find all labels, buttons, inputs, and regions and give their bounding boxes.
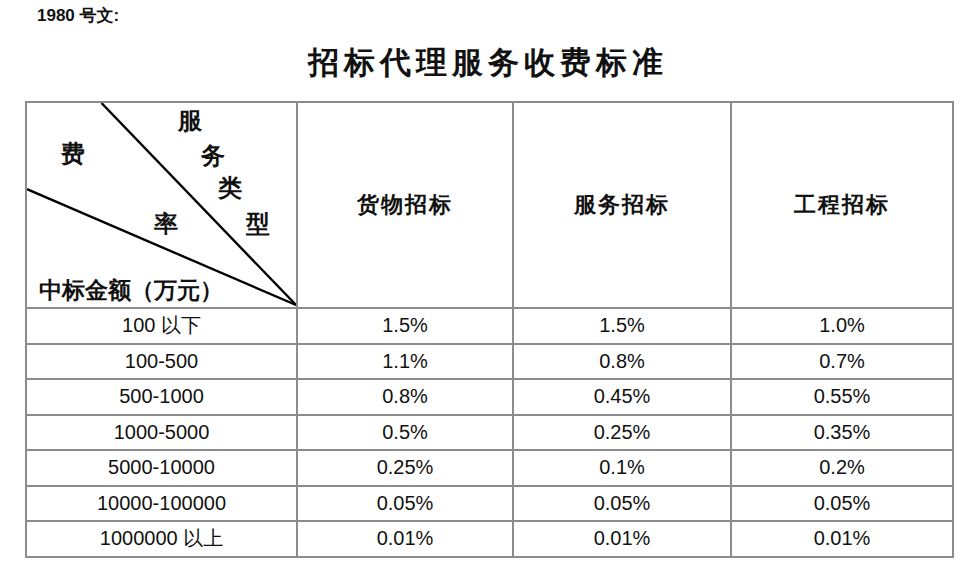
corner-fee-rate-char: 费 [61,142,85,166]
rate-cell: 0.05% [731,486,953,522]
rate-cell: 1.5% [297,308,513,344]
row-label: 10000-100000 [26,486,297,522]
rate-cell: 0.35% [731,415,953,451]
rate-cell: 0.01% [731,521,953,557]
row-label: 1000-5000 [26,415,297,451]
corner-header-cell: 服 务 类 型 费 率 中标金额（万元） [26,102,297,308]
fee-table-body: 100 以下 1.5% 1.5% 1.0% 100-500 1.1% 0.8% … [26,308,953,557]
rate-cell: 1.5% [513,308,731,344]
column-header-goods: 货物招标 [297,102,513,308]
table-row: 1000000 以上 0.01% 0.01% 0.01% [26,521,953,557]
rate-cell: 0.01% [297,521,513,557]
page-title: 招标代理服务收费标准 [0,42,976,84]
rate-cell: 0.45% [513,379,731,415]
table-row: 100 以下 1.5% 1.5% 1.0% [26,308,953,344]
rate-cell: 0.7% [731,344,953,380]
rate-cell: 0.25% [513,415,731,451]
diagonal-divider-lines [27,103,296,307]
rate-cell: 0.1% [513,450,731,486]
table-row: 10000-100000 0.05% 0.05% 0.05% [26,486,953,522]
rate-cell: 0.25% [297,450,513,486]
row-label: 500-1000 [26,379,297,415]
rate-cell: 1.1% [297,344,513,380]
corner-fee-rate-char: 率 [154,212,178,236]
rate-cell: 0.05% [297,486,513,522]
rate-cell: 0.8% [513,344,731,380]
rate-cell: 0.2% [731,450,953,486]
rate-cell: 1.0% [731,308,953,344]
fee-table: 服 务 类 型 费 率 中标金额（万元） 货物招标 服务招标 工程招标 100 … [25,101,954,558]
corner-amount-label: 中标金额（万元） [39,278,223,304]
table-row: 1000-5000 0.5% 0.25% 0.35% [26,415,953,451]
table-row: 5000-10000 0.25% 0.1% 0.2% [26,450,953,486]
corner-service-type-char: 类 [218,176,242,200]
row-label: 100 以下 [26,308,297,344]
rate-cell: 0.5% [297,415,513,451]
row-label: 5000-10000 [26,450,297,486]
column-header-services: 服务招标 [513,102,731,308]
table-row: 100-500 1.1% 0.8% 0.7% [26,344,953,380]
column-header-engineering: 工程招标 [731,102,953,308]
rate-cell: 0.05% [513,486,731,522]
corner-service-type-char: 务 [201,144,225,168]
document-page: 1980 号文: 招标代理服务收费标准 服 务 类 型 费 率 中标金额（ [0,0,976,581]
table-row: 500-1000 0.8% 0.45% 0.55% [26,379,953,415]
rate-cell: 0.8% [297,379,513,415]
header-row: 服 务 类 型 费 率 中标金额（万元） 货物招标 服务招标 工程招标 [26,102,953,308]
row-label: 1000000 以上 [26,521,297,557]
row-label: 100-500 [26,344,297,380]
corner-service-type-char: 服 [178,109,202,133]
rate-cell: 0.01% [513,521,731,557]
fee-table-header: 服 务 类 型 费 率 中标金额（万元） 货物招标 服务招标 工程招标 [26,102,953,308]
rate-cell: 0.55% [731,379,953,415]
corner-service-type-char: 型 [246,212,270,236]
doc-ref-label: 1980 号文: [37,4,119,27]
